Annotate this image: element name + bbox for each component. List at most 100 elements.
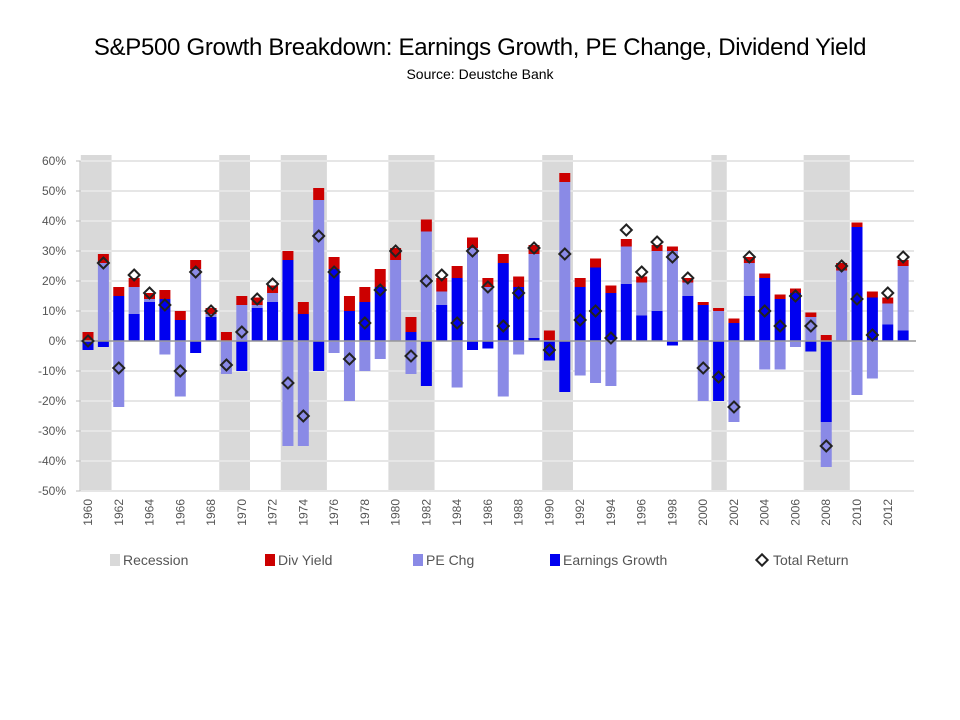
x-tick-label: 2010 xyxy=(850,499,864,526)
div-yield-bar xyxy=(574,278,586,287)
earnings-growth-bar xyxy=(113,296,125,341)
total-return-marker xyxy=(542,343,557,357)
x-tick-label: 2008 xyxy=(819,499,833,526)
x-tick-label: 1996 xyxy=(635,499,649,526)
div-yield-bar xyxy=(297,302,309,314)
pe-chg-bar xyxy=(636,282,648,316)
earnings-growth-bar xyxy=(205,317,217,341)
x-tick-label: 1986 xyxy=(481,499,495,526)
legend-label: Div Yield xyxy=(278,552,333,568)
x-tick-label: 1968 xyxy=(204,499,218,526)
pe-chg-bar xyxy=(682,282,694,296)
earnings-growth-bar xyxy=(405,332,417,341)
pe-chg-bar xyxy=(651,251,663,311)
total-return-marker xyxy=(234,325,249,339)
pe-chg-bar xyxy=(774,341,786,370)
div-yield-bar xyxy=(420,219,432,232)
pe-chg-bar xyxy=(267,293,279,302)
total-return-marker xyxy=(388,244,403,258)
earnings-growth-bar xyxy=(343,311,355,341)
total-return-marker xyxy=(665,250,680,264)
pe-chg-bar xyxy=(836,270,848,341)
y-tick-label: 0% xyxy=(49,334,67,348)
div-yield-bar xyxy=(390,248,402,260)
div-yield-bar xyxy=(559,173,571,182)
legend-item-pe-chg: PE Chg xyxy=(413,552,474,568)
total-return-marker xyxy=(265,277,280,291)
earnings-growth-bar xyxy=(267,302,279,341)
div-yield-swatch xyxy=(265,554,275,566)
total-return-marker xyxy=(896,250,911,264)
pe-chg-bar xyxy=(220,341,232,374)
x-tick-label: 1970 xyxy=(235,499,249,526)
earnings-growth-bar xyxy=(174,320,186,341)
total-return-marker xyxy=(404,349,418,363)
pe-chg-bar xyxy=(497,341,509,397)
div-yield-bar xyxy=(774,294,786,299)
earnings-growth-bar xyxy=(359,302,371,341)
div-yield-bar xyxy=(436,278,448,292)
earnings-growth-bar xyxy=(159,299,171,341)
total-return-marker xyxy=(588,304,603,318)
pe-chg-bar xyxy=(297,341,309,446)
total-return-marker xyxy=(850,292,864,306)
div-yield-bar xyxy=(343,296,355,311)
x-tick-label: 1980 xyxy=(389,499,403,526)
total-return-marker xyxy=(434,268,449,282)
total-return-marker xyxy=(650,235,664,249)
pe-chg-bar xyxy=(513,341,525,355)
earnings-growth-bar xyxy=(851,227,863,341)
div-yield-bar xyxy=(328,257,340,269)
total-return-marker xyxy=(511,286,526,300)
total-return-marker xyxy=(250,292,265,306)
y-tick-label: 50% xyxy=(42,184,66,198)
div-yield-bar xyxy=(451,266,463,278)
earnings-growth-bar xyxy=(820,341,832,422)
div-yield-bar xyxy=(866,291,878,298)
total-return-marker xyxy=(496,319,511,333)
pe-chg-bar xyxy=(328,341,340,353)
legend-item-recession: Recession xyxy=(110,552,188,568)
pe-chg-bar xyxy=(713,311,725,341)
bars xyxy=(82,173,909,467)
total-return-marker xyxy=(142,286,157,300)
pe-chg-bar xyxy=(789,341,801,347)
pe-chg-bar xyxy=(590,341,602,383)
earnings-growth-bar xyxy=(805,341,817,352)
legend-label: PE Chg xyxy=(426,552,475,568)
total-return-marker xyxy=(757,304,772,318)
div-yield-bar xyxy=(113,287,125,296)
total-return-marker xyxy=(173,364,188,378)
legend-label: Total Return xyxy=(773,552,849,568)
total-return-marker xyxy=(127,268,142,282)
earnings-growth-bar xyxy=(251,308,263,341)
div-yield-bar xyxy=(682,278,694,283)
pe-chg-bar xyxy=(897,266,909,331)
div-yield-bar xyxy=(590,258,602,268)
earnings-growth-bar xyxy=(297,314,309,341)
recession-swatch xyxy=(110,554,120,566)
earnings-growth-bar xyxy=(282,260,294,341)
earnings-growth-bar xyxy=(451,278,463,341)
x-tick-label: 1988 xyxy=(512,499,526,526)
pe-chg-bar xyxy=(282,341,294,446)
chart-title: S&P500 Growth Breakdown: Earnings Growth… xyxy=(93,34,867,61)
earnings-growth-swatch xyxy=(550,554,560,566)
total-return-marker xyxy=(680,271,695,285)
total-return-marker xyxy=(157,298,172,312)
x-tick-label: 1972 xyxy=(266,499,280,526)
pe-chg-bar xyxy=(390,260,402,341)
total-return-marker xyxy=(573,313,588,327)
y-tick-label: 60% xyxy=(42,154,66,168)
pe-chg-bar xyxy=(743,263,755,296)
div-yield-bar xyxy=(513,276,525,287)
chart-subtitle: Source: Deustche Bank xyxy=(406,66,554,82)
div-yield-bar xyxy=(743,257,755,263)
earnings-growth-bar xyxy=(743,296,755,341)
x-axis-ticks: 1960 1962 1964 1966 1968 1970 1972 1974 1976 1978… xyxy=(81,499,895,526)
div-yield-bar xyxy=(728,318,740,323)
div-yield-bar xyxy=(128,278,140,287)
pe-chg-bar xyxy=(144,299,156,302)
x-tick-label: 1962 xyxy=(112,499,126,526)
pe-chg-bar xyxy=(697,341,709,401)
